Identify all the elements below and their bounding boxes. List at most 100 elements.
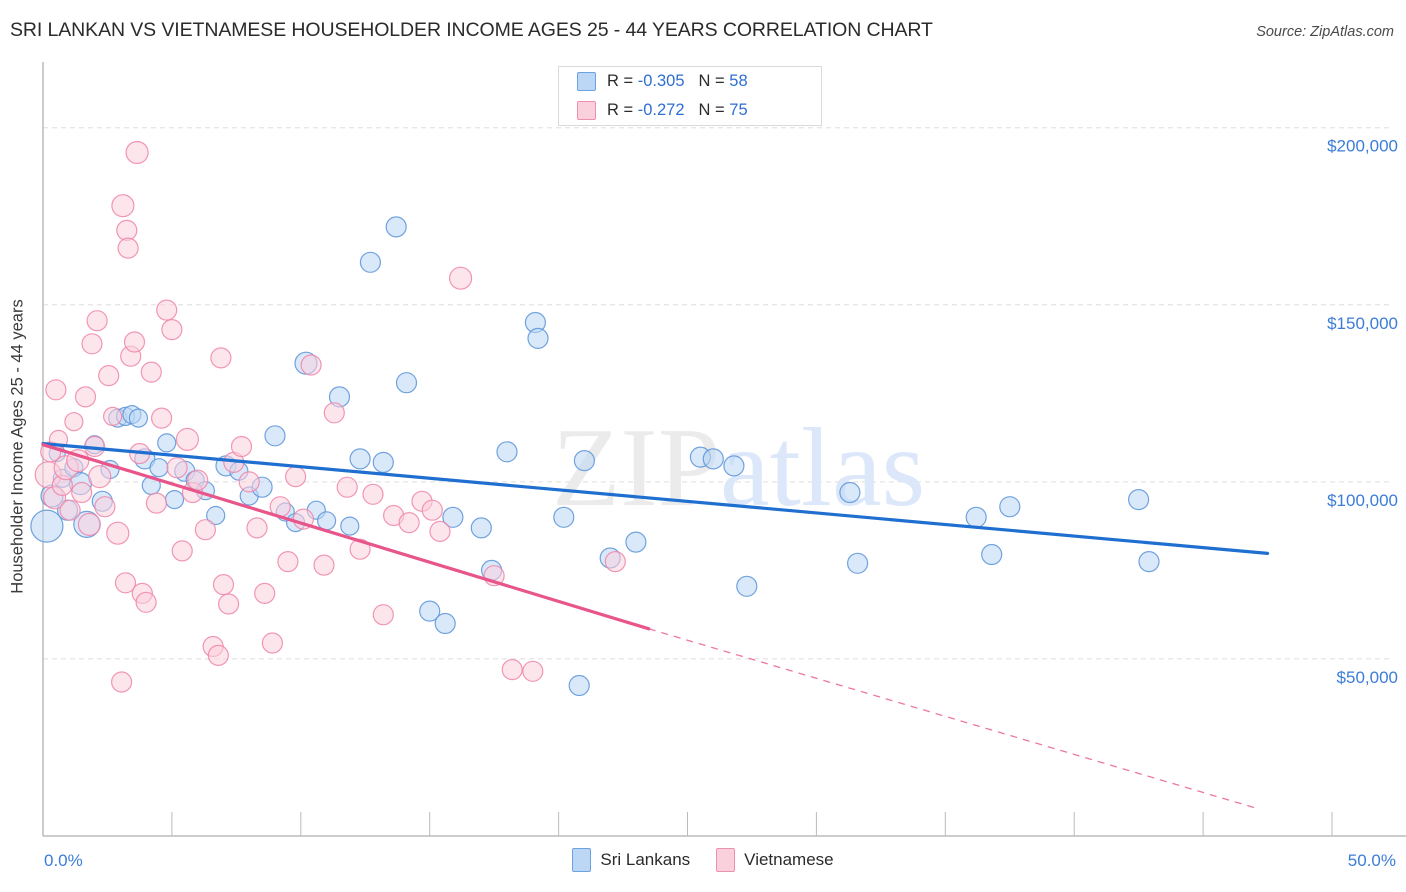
data-point[interactable] bbox=[965, 506, 987, 528]
x-axis-min-label: 0.0% bbox=[44, 851, 83, 870]
data-point[interactable] bbox=[246, 517, 268, 539]
data-point[interactable] bbox=[106, 521, 130, 545]
data-point[interactable] bbox=[164, 490, 185, 510]
data-point[interactable] bbox=[128, 408, 148, 428]
data-point[interactable] bbox=[702, 448, 724, 470]
data-point[interactable] bbox=[434, 612, 456, 635]
data-point[interactable] bbox=[846, 552, 869, 574]
data-point[interactable] bbox=[88, 465, 112, 489]
data-point[interactable] bbox=[74, 386, 97, 408]
data-point[interactable] bbox=[323, 402, 345, 424]
data-point[interactable] bbox=[218, 593, 240, 615]
data-point[interactable] bbox=[527, 327, 549, 349]
data-point[interactable] bbox=[1127, 489, 1150, 511]
data-point[interactable] bbox=[470, 517, 492, 539]
data-point[interactable] bbox=[125, 140, 149, 165]
data-point[interactable] bbox=[166, 457, 188, 479]
data-point[interactable] bbox=[723, 455, 745, 477]
data-point[interactable] bbox=[501, 658, 523, 681]
data-point[interactable] bbox=[372, 604, 394, 626]
data-point[interactable] bbox=[171, 540, 193, 562]
data-point[interactable] bbox=[736, 575, 758, 597]
data-point[interactable] bbox=[999, 496, 1021, 518]
data-point[interactable] bbox=[94, 496, 116, 518]
trendline bbox=[41, 443, 651, 631]
data-point[interactable] bbox=[77, 512, 102, 537]
data-point[interactable] bbox=[64, 412, 84, 432]
data-point[interactable] bbox=[157, 433, 177, 453]
data-point[interactable] bbox=[300, 354, 322, 376]
data-point[interactable] bbox=[277, 550, 299, 573]
data-point[interactable] bbox=[156, 299, 178, 321]
data-point[interactable] bbox=[111, 194, 135, 218]
data-point[interactable] bbox=[145, 492, 167, 514]
data-point[interactable] bbox=[206, 505, 226, 526]
data-point[interactable] bbox=[230, 435, 253, 458]
data-point[interactable] bbox=[349, 448, 371, 470]
data-point[interactable] bbox=[573, 450, 596, 472]
data-point[interactable] bbox=[102, 406, 123, 426]
stats-legend-text-sri-lankans: R = -0.305 N = 58 bbox=[607, 72, 748, 91]
data-point[interactable] bbox=[81, 333, 103, 355]
series-legend-item-sri-lankans[interactable]: Sri Lankans bbox=[572, 848, 690, 872]
data-point[interactable] bbox=[264, 425, 286, 447]
data-point[interactable] bbox=[140, 361, 162, 383]
data-point[interactable] bbox=[210, 347, 232, 369]
data-point[interactable] bbox=[1138, 550, 1160, 573]
data-point[interactable] bbox=[421, 499, 443, 521]
data-point[interactable] bbox=[336, 476, 358, 498]
data-point[interactable] bbox=[359, 251, 381, 273]
data-point[interactable] bbox=[385, 216, 407, 238]
n-value-pink: 75 bbox=[729, 101, 748, 119]
data-point[interactable] bbox=[116, 219, 138, 241]
data-point[interactable] bbox=[30, 509, 64, 543]
data-point[interactable] bbox=[395, 372, 418, 394]
data-point[interactable] bbox=[317, 511, 337, 531]
data-point[interactable] bbox=[71, 481, 93, 504]
data-point[interactable] bbox=[98, 365, 120, 387]
data-point[interactable] bbox=[86, 310, 108, 332]
data-point[interactable] bbox=[313, 554, 335, 576]
data-point[interactable] bbox=[981, 543, 1003, 566]
data-point[interactable] bbox=[362, 483, 384, 505]
data-point[interactable] bbox=[59, 499, 81, 521]
data-point[interactable] bbox=[212, 573, 235, 596]
data-point[interactable] bbox=[429, 520, 451, 543]
data-point[interactable] bbox=[285, 466, 307, 488]
data-point[interactable] bbox=[45, 379, 67, 401]
data-point[interactable] bbox=[522, 660, 544, 682]
data-point[interactable] bbox=[254, 582, 276, 605]
data-point[interactable] bbox=[568, 674, 590, 697]
data-point[interactable] bbox=[175, 427, 199, 451]
data-point[interactable] bbox=[419, 600, 441, 622]
data-point[interactable] bbox=[161, 319, 183, 341]
series-legend-item-vietnamese[interactable]: Vietnamese bbox=[716, 848, 834, 872]
stats-legend-row-vietnamese: R = -0.272 N = 75 bbox=[559, 96, 821, 125]
data-point[interactable] bbox=[839, 481, 861, 504]
data-point[interactable] bbox=[496, 441, 518, 463]
data-point[interactable] bbox=[117, 237, 139, 259]
data-point[interactable] bbox=[110, 671, 133, 693]
data-point[interactable] bbox=[194, 519, 216, 541]
data-point[interactable] bbox=[449, 266, 473, 290]
data-point[interactable] bbox=[604, 550, 626, 573]
source-attribution: Source: ZipAtlas.com bbox=[1256, 24, 1394, 40]
r-value-blue: -0.305 bbox=[637, 72, 685, 90]
data-point[interactable] bbox=[114, 572, 137, 594]
data-point[interactable] bbox=[625, 531, 647, 553]
data-point[interactable] bbox=[442, 506, 464, 528]
data-point[interactable] bbox=[207, 644, 229, 667]
data-point[interactable] bbox=[398, 511, 420, 534]
data-point[interactable] bbox=[340, 516, 360, 536]
data-point[interactable] bbox=[261, 632, 283, 654]
series-legend: Sri Lankans Vietnamese bbox=[0, 848, 1406, 872]
data-point[interactable] bbox=[151, 407, 173, 429]
data-point[interactable] bbox=[238, 471, 260, 493]
data-point[interactable] bbox=[135, 591, 157, 613]
data-point[interactable] bbox=[553, 506, 575, 528]
data-point[interactable] bbox=[149, 458, 169, 478]
data-point[interactable] bbox=[372, 451, 394, 473]
data-point[interactable] bbox=[123, 331, 146, 353]
series-points-vietnamese bbox=[34, 140, 626, 693]
data-point[interactable] bbox=[187, 469, 209, 491]
